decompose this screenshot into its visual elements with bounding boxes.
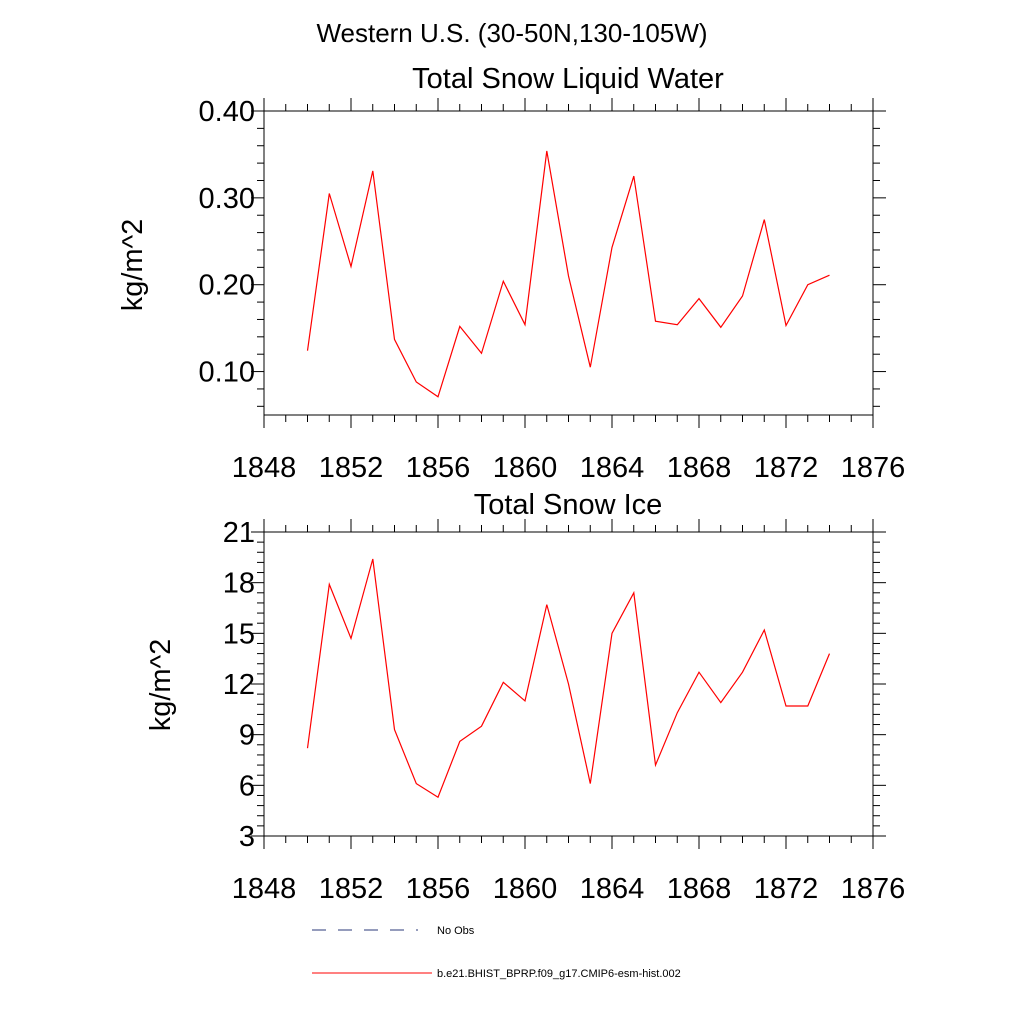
x-tick-label: 1876 xyxy=(841,452,906,484)
x-tick-label: 1852 xyxy=(319,873,384,905)
panel-snow-ice: Total Snow Ice kg/m^2 1848 1852 1856 1860 18… xyxy=(145,489,905,905)
y-tick-label: 15 xyxy=(223,618,255,650)
x-tick-label: 1864 xyxy=(580,873,645,905)
y-axis-label: kg/m^2 xyxy=(145,639,177,732)
plot-frame xyxy=(263,531,874,837)
y-axis-label: kg/m^2 xyxy=(117,219,149,312)
x-tick-label: 1860 xyxy=(493,873,558,905)
series-line xyxy=(306,558,831,799)
series-layer xyxy=(306,150,830,398)
y-tick-label: 9 xyxy=(239,720,255,752)
y-tick-label: 0.40 xyxy=(199,96,255,128)
main-title: Western U.S. (30-50N,130-105W) xyxy=(316,18,707,48)
legend-label-model: b.e21.BHIST_BPRP.f09_g17.CMIP6-esm-hist.… xyxy=(437,968,681,980)
x-tick-label: 1868 xyxy=(667,873,732,905)
tick-label-layer: 1848 1852 1856 1860 1864 1868 1872 1876 3 6 9 12 15 1… xyxy=(223,517,906,905)
chart-title: Total Snow Ice xyxy=(474,489,663,521)
x-tick-label: 1856 xyxy=(406,452,471,484)
x-tick-label: 1856 xyxy=(406,873,471,905)
tick-layer xyxy=(251,98,886,428)
y-tick-label: 12 xyxy=(223,669,255,701)
y-tick-label: 18 xyxy=(223,568,255,600)
y-tick-label: 21 xyxy=(223,517,255,549)
panel-snow-liquid-water: Total Snow Liquid Water kg/m^2 1848 1852 1… xyxy=(117,63,905,484)
x-tick-label: 1872 xyxy=(754,873,819,905)
y-tick-label: 6 xyxy=(239,770,255,802)
x-tick-label: 1848 xyxy=(232,873,297,905)
series-layer xyxy=(306,558,831,799)
legend-label-no-obs: No Obs xyxy=(437,925,475,937)
series-line xyxy=(306,150,830,398)
x-tick-label: 1872 xyxy=(754,452,819,484)
x-tick-label: 1848 xyxy=(232,452,297,484)
tick-layer xyxy=(251,519,886,849)
x-tick-label: 1876 xyxy=(841,873,906,905)
x-tick-label: 1860 xyxy=(493,452,558,484)
x-tick-label: 1864 xyxy=(580,452,645,484)
x-tick-label: 1868 xyxy=(667,452,732,484)
tick-label-layer: 1848 1852 1856 1860 1864 1868 1872 1876 0.10 0.20… xyxy=(199,96,906,484)
y-tick-label: 0.20 xyxy=(199,270,255,302)
x-tick-label: 1852 xyxy=(319,452,384,484)
y-tick-label: 0.10 xyxy=(199,357,255,389)
legend: No Obs b.e21.BHIST_BPRP.f09_g17.CMIP6-es… xyxy=(312,925,681,980)
y-tick-label: 3 xyxy=(239,821,255,853)
plot-frame xyxy=(263,110,874,416)
y-tick-label: 0.30 xyxy=(199,183,255,215)
chart-title: Total Snow Liquid Water xyxy=(412,63,724,95)
